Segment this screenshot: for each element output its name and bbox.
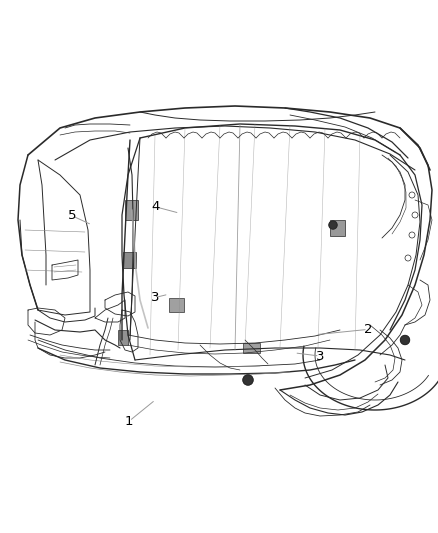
Text: 1: 1 [125,415,134,427]
Polygon shape [118,330,128,345]
Polygon shape [169,298,184,312]
Polygon shape [125,200,138,220]
Text: 3: 3 [151,291,160,304]
Text: 2: 2 [364,323,372,336]
Polygon shape [123,252,136,268]
Circle shape [243,375,253,385]
Polygon shape [330,220,345,236]
Polygon shape [243,343,260,353]
Circle shape [400,335,410,344]
Text: 5: 5 [68,209,77,222]
Text: 4: 4 [151,200,160,213]
Circle shape [329,221,337,229]
Text: 3: 3 [315,350,324,362]
